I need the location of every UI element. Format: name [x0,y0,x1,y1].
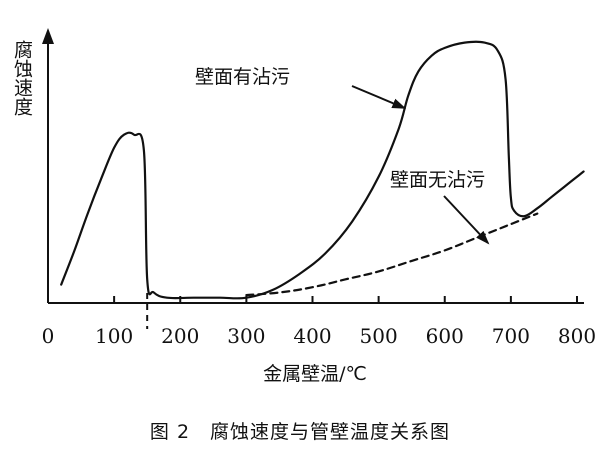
annotation-clean-wall: 壁面无沾污 [390,169,490,245]
y-axis-arrow-icon [42,28,54,44]
y-axis-title: 腐蚀速度 [11,40,33,116]
annotation-clean-label: 壁面无沾污 [390,169,485,191]
series-layer [60,40,585,300]
annotation-clean-arrow-icon [443,195,490,245]
x-tick-label: 800 [558,324,596,348]
x-tick-label: 600 [426,324,464,348]
x-axis-title: 金属壁温/℃ [263,363,367,385]
x-tick-label: 100 [95,324,133,348]
series-line-dirty-wall [60,40,585,300]
x-ticks: 0 100 200 300 400 500 600 700 800 [42,296,596,348]
axes [42,28,584,304]
x-tick-label: 400 [293,324,331,348]
x-tick-label: 500 [360,324,398,348]
x-tick-label: 700 [492,324,530,348]
x-tick-label: 300 [227,324,265,348]
x-tick-label: 200 [161,324,199,348]
figure-caption: 图 2 腐蚀速度与管壁温度关系图 [150,421,450,443]
x-tick-label: 0 [42,324,55,348]
annotation-dirty-arrow-icon [351,85,407,109]
annotation-dirty-label: 壁面有沾污 [195,66,290,88]
series-line-clean-wall [245,212,539,297]
annotation-dirty-wall: 壁面有沾污 [195,66,407,109]
